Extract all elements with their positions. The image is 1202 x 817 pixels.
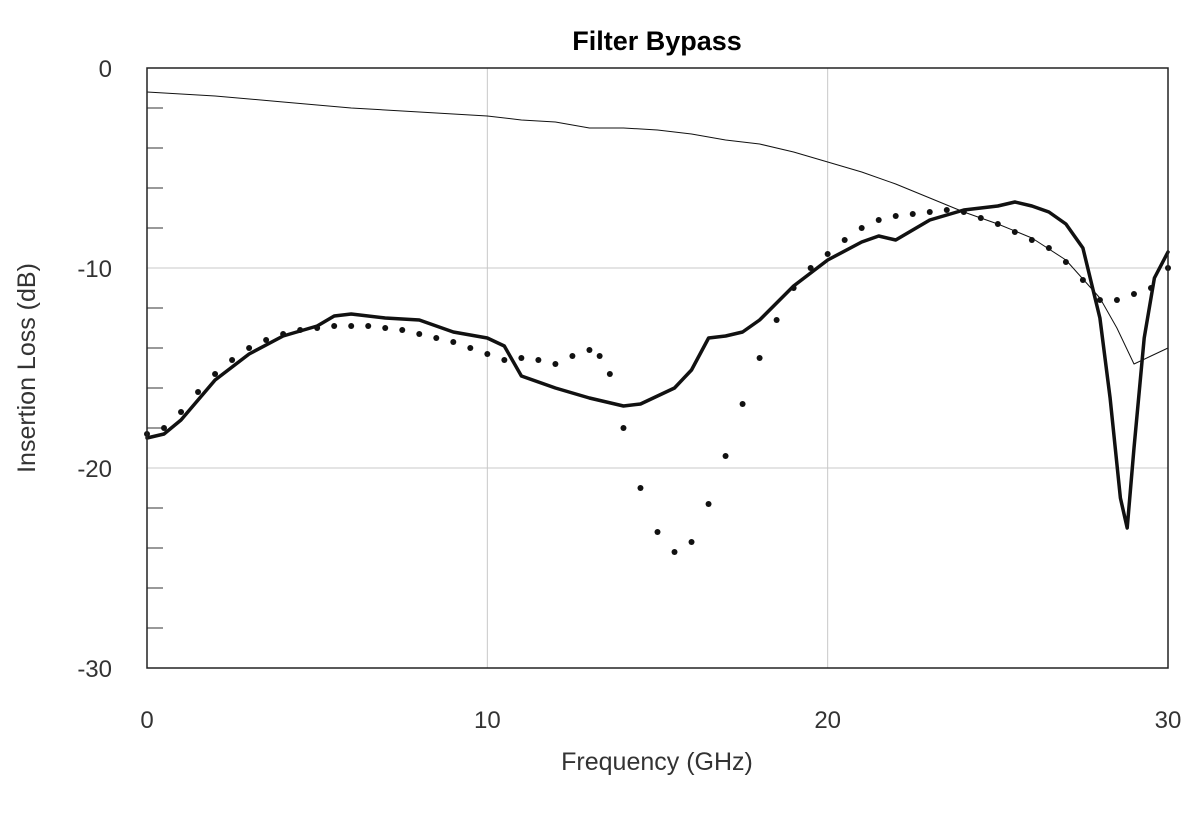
series-dotted-point [1113, 297, 1120, 303]
series-dotted-point [586, 347, 593, 353]
series-dotted-point [382, 325, 389, 331]
series-dotted-point [1096, 297, 1103, 303]
series-dotted-point [297, 327, 304, 333]
y-tick-label: -20 [77, 456, 112, 483]
series-dotted-point [943, 207, 950, 213]
series-dotted-point [348, 323, 355, 329]
series-dotted-point [450, 339, 457, 345]
series-dotted-point [280, 331, 287, 337]
series-dotted-point [926, 209, 933, 215]
series-dotted-point [501, 357, 508, 363]
series-dotted-point [178, 409, 185, 415]
series-dotted-point [722, 453, 729, 459]
tick-labels: 0 10 20 30 0 -10 -20 -30 [77, 56, 1181, 734]
ticks [147, 107, 163, 629]
series-dotted-point [858, 225, 865, 231]
series-dotted-point [1011, 229, 1018, 235]
series-dotted-point [484, 351, 491, 357]
series-thick-line [145, 200, 1170, 530]
series-dotted-point [195, 389, 202, 395]
series-dotted-point [892, 213, 899, 219]
series-dotted-point [807, 265, 814, 271]
x-tick-label: 0 [140, 707, 153, 734]
series-dotted-point [756, 355, 763, 361]
series-dotted-point [909, 211, 916, 217]
series-dotted-point [960, 209, 967, 215]
series-dotted-point [773, 317, 780, 323]
x-tick-label: 10 [474, 707, 501, 734]
series-dotted-point [1079, 277, 1086, 283]
series-dotted-point [671, 549, 678, 555]
grid [147, 68, 1168, 668]
plot-frame [146, 67, 1169, 669]
series-dotted-point [637, 485, 644, 491]
y-tick-label: -10 [77, 256, 112, 283]
series-dotted-point [790, 285, 797, 291]
y-axis-label: Insertion Loss (dB) [13, 263, 41, 473]
series-dotted-point [606, 371, 613, 377]
series-dotted-point [994, 221, 1001, 227]
series-dotted-point [263, 337, 270, 343]
series-dotted-point [535, 357, 542, 363]
series-dotted-point [596, 353, 603, 359]
series-dotted-point [467, 345, 474, 351]
series-dotted-point [977, 215, 984, 221]
series-dotted-point [212, 371, 219, 377]
x-tick-label: 30 [1155, 707, 1182, 734]
series-dotted-point [161, 425, 168, 431]
x-axis-label: Frequency (GHz) [561, 748, 753, 776]
series-dotted-point [1028, 237, 1035, 243]
series-group [144, 91, 1171, 555]
chart-title: Filter Bypass [572, 26, 742, 56]
series-dotted-point [1147, 285, 1154, 291]
series-dotted-point [518, 355, 525, 361]
y-tick-label: 0 [99, 56, 112, 83]
series-dotted-point [620, 425, 627, 431]
series-dotted-point [705, 501, 712, 507]
series-dotted-point [824, 251, 831, 257]
series-dotted-point [569, 353, 576, 359]
series-dotted-point [552, 361, 559, 367]
y-tick-label: -30 [77, 656, 112, 683]
series-dotted-point [654, 529, 661, 535]
series-dotted-point [1062, 259, 1069, 265]
series-dotted-point [365, 323, 372, 329]
series-dotted-point [246, 345, 253, 351]
series-thin-line [146, 91, 1169, 365]
series-dotted-point [331, 323, 338, 329]
series-dotted-point [399, 327, 406, 333]
x-tick-label: 20 [814, 707, 841, 734]
series-dotted-point [875, 217, 882, 223]
series-dotted-point [314, 325, 321, 331]
series-dotted-point [841, 237, 848, 243]
series-dotted-point [433, 335, 440, 341]
series-dotted-point [229, 357, 236, 363]
series-dotted-point [739, 401, 746, 407]
series-dotted-point [416, 331, 423, 337]
series-dotted-point [1045, 245, 1052, 251]
series-dotted-point [688, 539, 695, 545]
series-dotted-point [1130, 291, 1137, 297]
